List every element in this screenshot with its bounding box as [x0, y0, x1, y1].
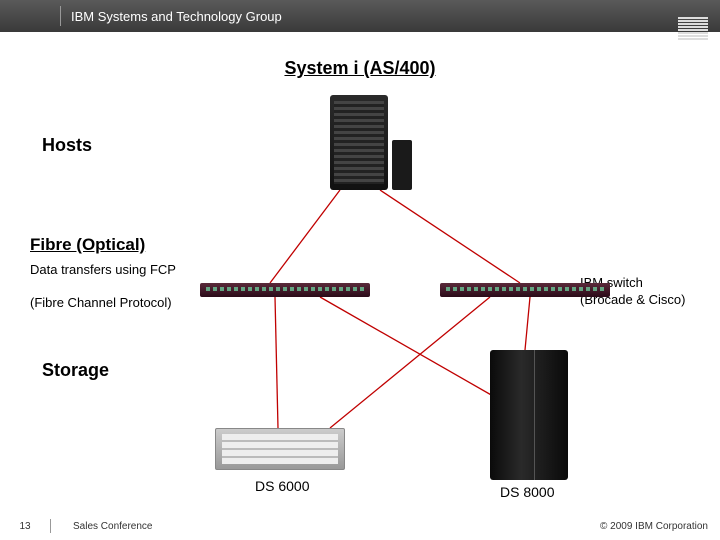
switch-right-icon [440, 283, 610, 297]
footer-copyright: © 2009 IBM Corporation [600, 521, 708, 532]
server-rack-icon [330, 95, 388, 190]
connection-line [320, 297, 500, 400]
connection-line [275, 297, 278, 428]
footer-bar: 13 Sales Conference © 2009 IBM Corporati… [0, 512, 720, 540]
footer-text: Sales Conference [73, 521, 153, 532]
connection-lines [0, 0, 720, 540]
server-ups-icon [392, 140, 412, 190]
connection-line [525, 297, 530, 350]
connection-line [270, 190, 340, 283]
page-number: 13 [0, 521, 50, 532]
ds8000-icon [490, 350, 568, 480]
ds6000-icon [215, 428, 345, 470]
connection-line [380, 190, 520, 283]
footer-divider [50, 519, 51, 533]
switch-left-icon [200, 283, 370, 297]
